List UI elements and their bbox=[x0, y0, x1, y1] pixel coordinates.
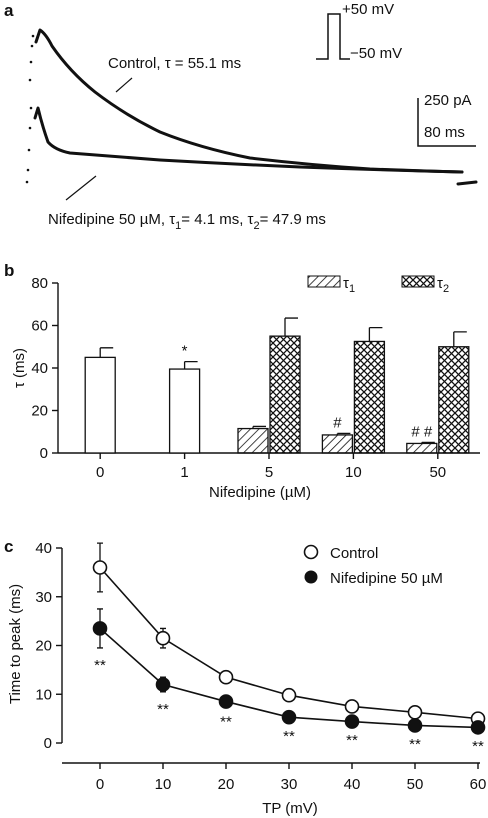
panel-b-x-tick-label: 1 bbox=[180, 464, 188, 481]
panel-b-axes: 0 20 40 60 80 0 1 5 10 50 bbox=[31, 275, 480, 481]
control-point bbox=[92, 560, 108, 575]
panel-b-y-tick-label: 0 bbox=[40, 445, 48, 462]
significance-marker: # bbox=[333, 414, 342, 431]
bar-tau2 bbox=[353, 340, 386, 454]
panel-b-letter: b bbox=[4, 261, 14, 280]
panel-b-y-tick-label: 60 bbox=[31, 318, 48, 335]
bar-tau-error bbox=[99, 347, 114, 358]
panel-a-letter: a bbox=[4, 1, 14, 20]
panel-b-x-tick-label: 50 bbox=[429, 464, 446, 481]
panel-c-xlabel: TP (mV) bbox=[262, 800, 318, 817]
bar-tau1-error bbox=[336, 432, 351, 435]
control-point bbox=[344, 699, 360, 714]
panel-b-x-tick-label: 10 bbox=[345, 464, 362, 481]
panel-c-y-tick-label: 30 bbox=[35, 589, 52, 606]
significance-marker: ** bbox=[283, 728, 295, 745]
panel-c-axes: 0 10 20 30 40 0 10 20 30 40 50 60 bbox=[35, 540, 486, 793]
panel-c-legend: Control Nifedipine 50 µM bbox=[303, 544, 443, 587]
panel-b-xlabel: Nifedipine (µM) bbox=[209, 484, 311, 501]
bar-tau1 bbox=[321, 434, 354, 454]
trace-artifact bbox=[25, 34, 35, 184]
bar-tau-error bbox=[183, 360, 198, 370]
panel-b: b 0 20 40 60 80 0 1 5 10 50 * # # # τ (ms) Nifedipi… bbox=[4, 261, 480, 501]
nifedipine-point bbox=[281, 709, 297, 725]
bar-tau bbox=[84, 356, 116, 454]
significance-marker: ** bbox=[220, 713, 232, 730]
significance-marker: ** bbox=[346, 732, 358, 749]
significance-marker: # # bbox=[411, 423, 433, 440]
control-pointer bbox=[115, 77, 133, 93]
nifedipine-point bbox=[407, 718, 423, 733]
nifedipine-trace bbox=[33, 106, 464, 174]
significance-marker: ** bbox=[409, 736, 421, 753]
panel-c-y-tick-label: 40 bbox=[35, 540, 52, 557]
panel-c-y-tick-label: 0 bbox=[44, 735, 52, 752]
voltage-pulse-icon bbox=[316, 13, 350, 60]
nifedipine-point bbox=[155, 677, 171, 692]
panel-c-x-tick-label: 50 bbox=[407, 776, 424, 793]
pulse-bottom-label: −50 mV bbox=[350, 45, 402, 62]
panel-b-y-tick-label: 20 bbox=[31, 403, 48, 420]
panel-c-x-tick-label: 30 bbox=[281, 776, 298, 793]
panel-c-plot: ** ** ** ** ** ** ** bbox=[92, 542, 486, 755]
significance-marker: ** bbox=[472, 738, 484, 755]
panel-c-x-tick-label: 40 bbox=[344, 776, 361, 793]
legend-control-label: Control bbox=[330, 545, 378, 562]
legend-tau2-swatch bbox=[401, 275, 435, 288]
panel-c: c 0 10 20 30 40 0 10 20 30 40 50 60 ** ** ** ** ** ** ** … bbox=[4, 537, 486, 817]
panel-b-bars: * # # # bbox=[84, 317, 470, 454]
bar-tau1 bbox=[237, 427, 269, 454]
legend-nifedipine-label: Nifedipine 50 µM bbox=[330, 570, 443, 587]
control-point bbox=[281, 687, 297, 703]
panel-b-x-tick-label: 0 bbox=[96, 464, 104, 481]
panel-c-x-tick-label: 0 bbox=[96, 776, 104, 793]
bar-tau2-error bbox=[368, 326, 383, 342]
significance-marker: ** bbox=[157, 701, 169, 718]
nifedipine-annotation: Nifedipine 50 µM, τ1= 4.1 ms, τ2= 47.9 m… bbox=[48, 211, 326, 232]
nifedipine-point bbox=[470, 720, 486, 735]
trace-tail bbox=[456, 180, 478, 186]
nifedipine-point bbox=[344, 714, 360, 729]
bar-tau1 bbox=[406, 442, 438, 454]
legend-tau1-swatch bbox=[307, 275, 341, 288]
pulse-top-label: +50 mV bbox=[342, 1, 394, 18]
bar-tau2 bbox=[269, 335, 301, 454]
panel-b-x-tick-label: 5 bbox=[265, 464, 273, 481]
panel-c-x-tick-label: 10 bbox=[155, 776, 172, 793]
legend-nifedipine-marker bbox=[304, 570, 318, 584]
control-point bbox=[155, 630, 171, 646]
control-point bbox=[407, 704, 423, 720]
legend-tau1-label: τ1 bbox=[343, 275, 355, 295]
panel-b-y-tick-label: 40 bbox=[31, 360, 48, 377]
panel-c-ylabel: Time to peak (ms) bbox=[7, 584, 24, 704]
panel-b-y-tick-label: 80 bbox=[31, 275, 48, 292]
bar-tau1-error bbox=[421, 441, 435, 444]
panel-c-x-tick-label: 20 bbox=[218, 776, 235, 793]
legend-tau2-label: τ2 bbox=[437, 275, 449, 295]
panel-c-letter: c bbox=[4, 537, 13, 556]
bar-tau2 bbox=[438, 346, 470, 454]
scale-bar bbox=[417, 98, 476, 147]
panel-c-x-tick-label: 60 bbox=[470, 776, 487, 793]
bar-tau1-error bbox=[252, 425, 266, 429]
control-annotation: Control, τ = 55.1 ms bbox=[108, 55, 241, 72]
panel-b-legend: τ1 τ2 bbox=[307, 275, 449, 295]
nifedipine-point bbox=[218, 694, 234, 709]
significance-marker: ** bbox=[94, 657, 106, 674]
bar-tau2-error bbox=[453, 331, 467, 347]
control-point bbox=[218, 669, 234, 685]
panel-a: a Control, τ = 55.1 ms Nifedipine 50 µM,… bbox=[4, 1, 478, 232]
bar-tau bbox=[168, 368, 201, 454]
panel-c-y-tick-label: 10 bbox=[35, 686, 52, 703]
scale-y-label: 250 pA bbox=[424, 92, 472, 109]
bar-tau2-error bbox=[284, 317, 298, 337]
significance-marker: * bbox=[182, 343, 188, 360]
scale-x-label: 80 ms bbox=[424, 124, 465, 141]
panel-c-y-tick-label: 20 bbox=[35, 638, 52, 655]
legend-control-marker bbox=[303, 544, 319, 560]
panel-b-ylabel: τ (ms) bbox=[11, 348, 28, 388]
nifedipine-point bbox=[92, 621, 108, 636]
nifedipine-pointer bbox=[65, 175, 97, 201]
